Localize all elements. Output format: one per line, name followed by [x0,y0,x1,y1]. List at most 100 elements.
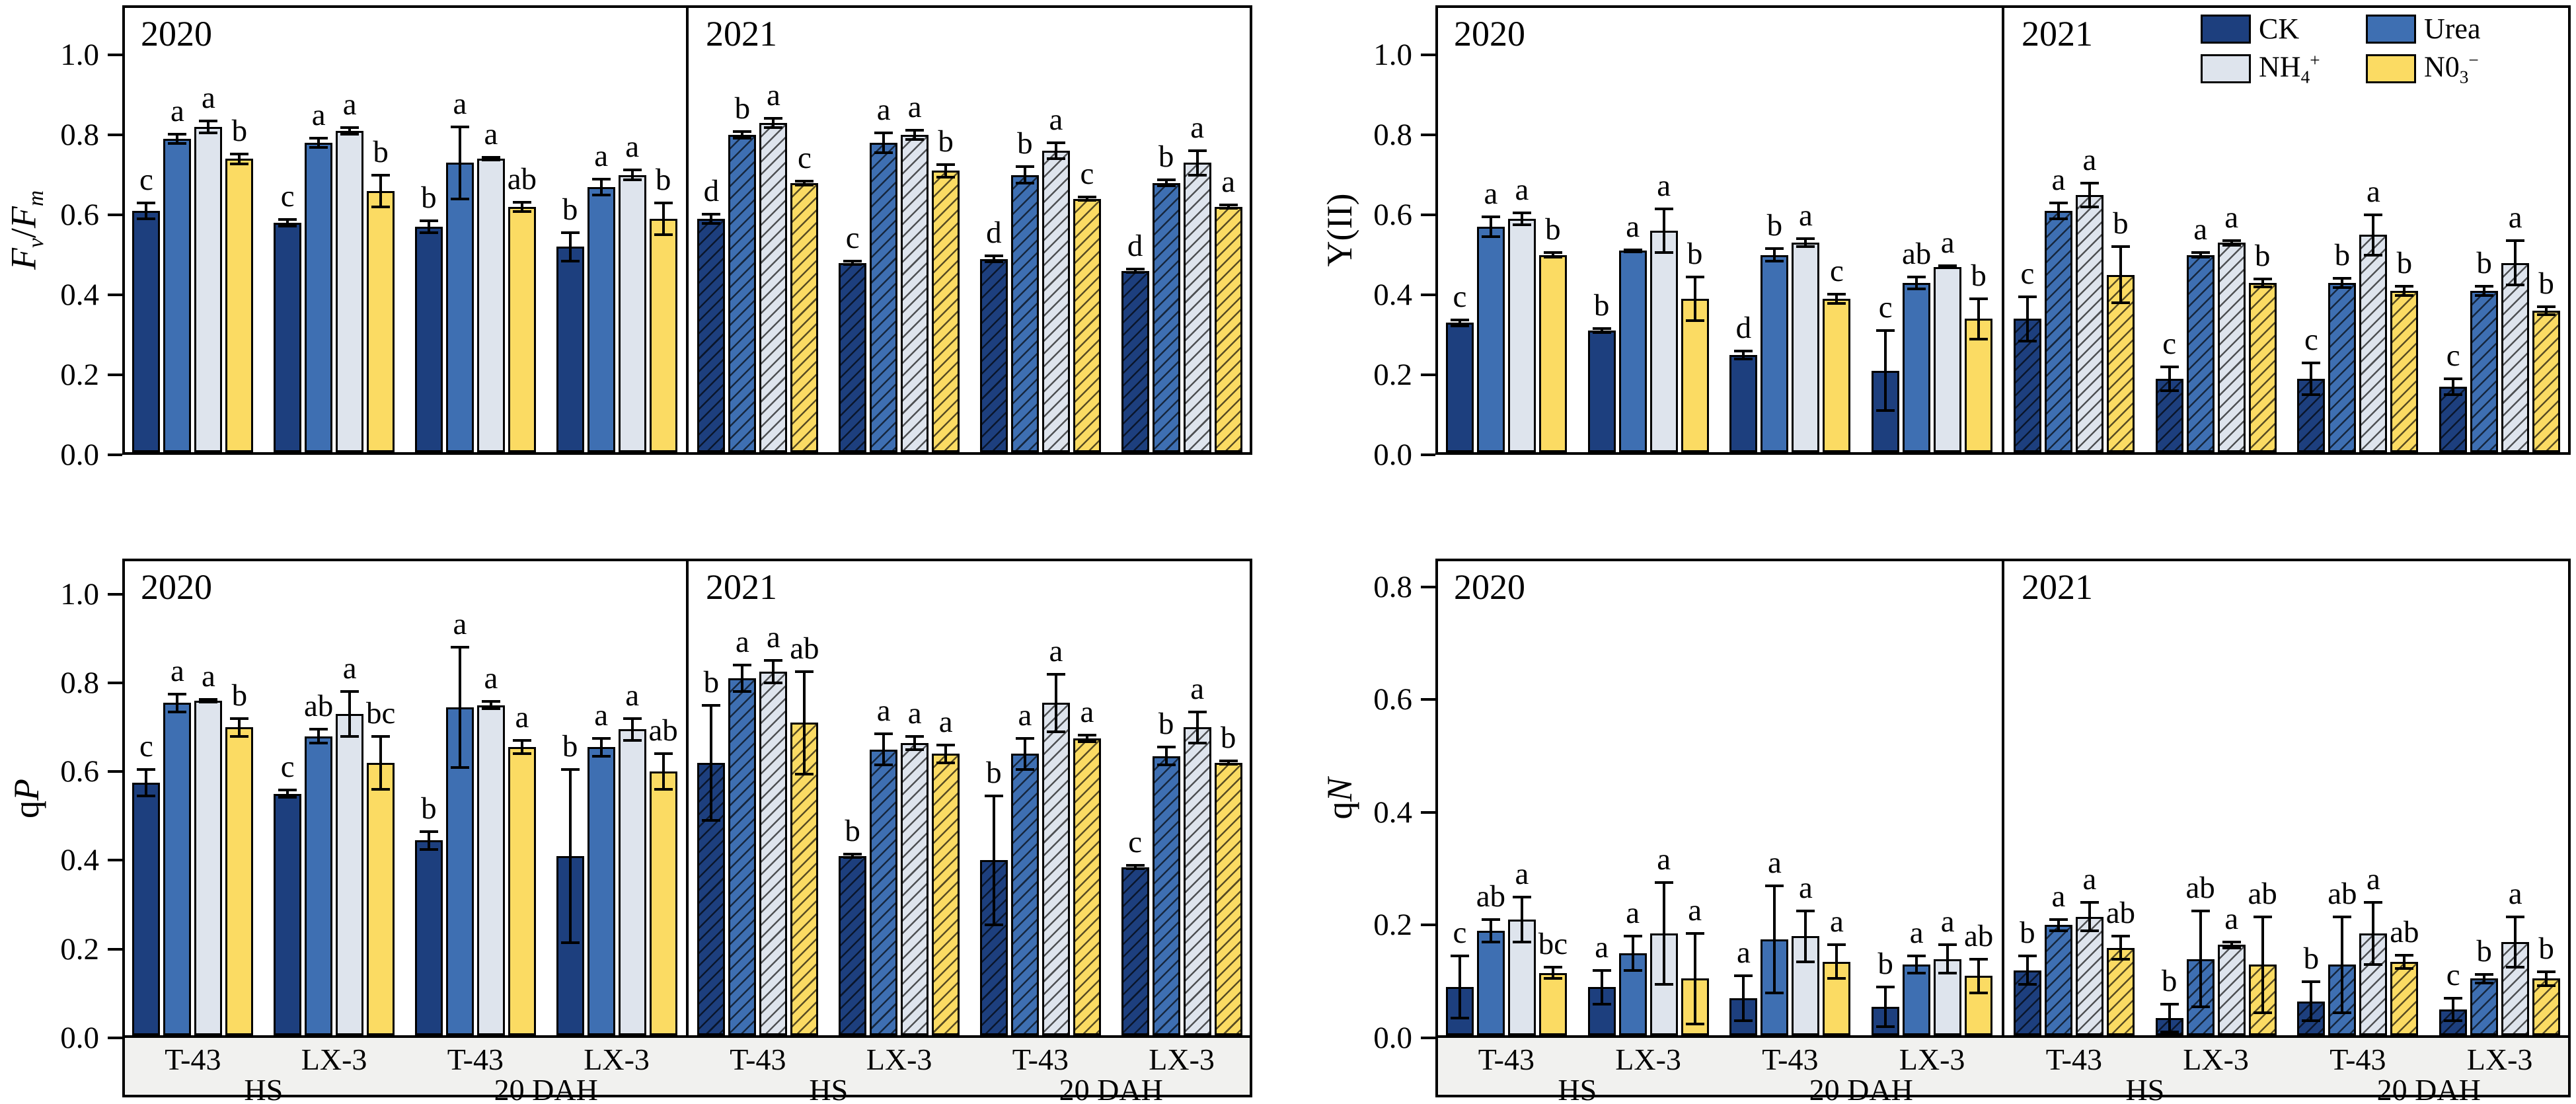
error-bar-cap-bottom [2222,946,2241,949]
subpanel-divider-qn [2002,559,2004,1097]
x-category-strip-qn [1435,1038,2571,1097]
significance-letter: a [2051,879,2066,914]
error-bar [2230,942,2233,948]
error-bar-cap-top [591,736,611,740]
subpanel-divider-qp [686,559,689,1097]
significance-letter: a [2082,862,2097,897]
error-bar-cap-top [654,201,673,204]
ytick-label-qp-1.0: 1.0 [60,576,99,611]
error-bar-cap-top [560,768,580,771]
error-bar-cap-top [419,830,438,833]
error-bar-cap-top [2364,901,2383,904]
bar-fvfm-2021-T-43-NH4 [1042,151,1070,452]
error-bar [520,740,523,754]
error-bar-cap-top [1046,141,1065,145]
legend-label-CK: CK [2259,13,2300,45]
significance-letter: a [766,620,780,655]
bar-qp-2021-LX-3-CK [839,855,867,1035]
error-bar [772,118,775,128]
error-bar [1662,883,1665,984]
error-bar-cap-top [2475,972,2494,976]
error-bar-cap-bottom [1450,1017,1469,1020]
error-bar-cap-top [2506,915,2525,918]
error-bar-cap-top [733,664,752,667]
significance-letter: a [907,695,922,730]
error-bar-cap-bottom [1592,1002,1611,1005]
error-bar-cap-bottom [1969,337,1989,340]
error-bar-cap-top [2049,201,2068,204]
x-label-stage: HS [2125,1073,2165,1104]
error-bar [427,831,430,849]
error-bar-cap-bottom [1876,1025,1895,1028]
ytick-mark-qp-0.6 [108,770,122,773]
error-bar-cap-bottom [905,748,925,751]
legend-label-NH4: NH4+ [2259,50,2320,87]
error-bar-cap-bottom [654,233,673,237]
error-bar-cap-bottom [1827,302,1846,305]
error-bar-cap-bottom [2253,1011,2272,1014]
bar-fvfm-2020-LX-3-NH4 [336,130,364,452]
error-bar-cap-top [371,734,391,738]
error-bar-cap-bottom [199,700,218,703]
error-bar-cap-top [2253,915,2272,918]
error-bar [1551,967,1554,979]
significance-letter: a [766,77,780,112]
error-bar-cap-bottom [702,222,721,225]
x-label-cultivar: T-43 [1762,1043,1819,1076]
error-bar-cap-bottom [2506,283,2525,286]
error-bar-cap-top [1015,736,1034,740]
error-bar-cap-bottom [1188,173,1207,177]
error-bar-cap-bottom [340,734,360,738]
error-bar-cap-top [874,732,893,736]
error-bar-cap-bottom [984,260,1003,264]
bar-fvfm-2021-T-43-CK [979,258,1008,452]
error-bar-cap-top [2537,970,2556,974]
ytick-mark-qn-0.8 [1421,585,1435,588]
significance-letter: a [311,97,326,132]
ytick-mark-qp-0.2 [108,947,122,951]
significance-letter: b [703,664,720,699]
error-bar-cap-bottom [309,741,328,744]
error-bar [176,693,179,712]
significance-letter: c [139,162,153,197]
error-bar-cap-top [1907,275,1926,278]
error-bar-cap-top [702,703,721,707]
error-bar-cap-bottom [1654,982,1673,986]
significance-letter: b [1593,288,1610,323]
subpanel-year-label-qn-2020: 2020 [1454,567,1525,607]
error-bar-cap-top [1481,918,1500,921]
error-bar-cap-top [2222,239,2241,242]
ytick-label-qn-0.0: 0.0 [1373,1021,1412,1055]
significance-letter: a [1626,896,1640,931]
significance-letter: c [139,729,153,764]
significance-letter: a [170,93,184,128]
bar-fvfm-2020-T-43-NH4 [194,126,223,452]
significance-letter: b [1017,126,1033,161]
error-bar-cap-bottom [2080,929,2099,932]
error-bar-cap-bottom [2049,929,2068,932]
error-bar [207,699,210,702]
error-bar-cap-top [623,717,642,720]
significance-letter: c [1453,916,1467,951]
error-bar-cap-bottom [1219,207,1238,210]
significance-letter: ab [507,161,537,196]
error-bar-cap-bottom [2191,256,2210,259]
significance-letter: a [907,89,922,124]
ytick-label-fvfm-0.6: 0.6 [60,198,99,232]
error-bar [2088,182,2091,207]
error-bar-cap-top [1938,943,1957,947]
significance-letter: b [845,814,860,849]
x-category-strip-qp [122,1038,1252,1097]
error-bar-cap-top [2049,918,2068,921]
error-bar [1195,711,1199,743]
error-bar-cap-bottom [1512,941,1531,943]
error-bar [599,178,603,195]
bar-qp-2021-LX-3-CK [1121,867,1149,1035]
x-label-stage: 20 DAH [1809,1073,1913,1104]
bar-fvfm-2020-T-43-CK [414,227,443,452]
ytick-mark-qp-0.8 [108,681,122,684]
bar-qp-2021-T-43-NH4 [759,672,788,1035]
bar-yii-2020-T-43-CK [1445,323,1474,452]
error-bar [1835,294,1838,304]
significance-letter: b [373,134,389,169]
